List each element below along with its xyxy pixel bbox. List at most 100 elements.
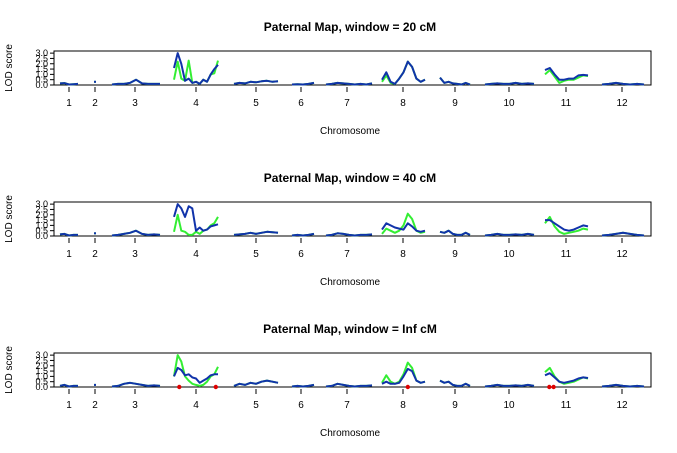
chromosome-label: 4 bbox=[193, 400, 199, 411]
chart-title: Paternal Map, window = 20 cM bbox=[264, 20, 436, 34]
lod-line-blue-chr9 bbox=[439, 229, 471, 236]
y-tick-label: 0.0 bbox=[35, 80, 48, 90]
lod-line-green-chr11 bbox=[544, 69, 589, 84]
lod-line-blue-chr4 bbox=[173, 52, 219, 85]
chromosome-label: 8 bbox=[400, 400, 406, 411]
lod-line-blue-chr10 bbox=[484, 383, 535, 388]
y-tick-label: 0.0 bbox=[35, 231, 48, 241]
chromosome-label: 6 bbox=[298, 400, 304, 411]
lod-line-blue-chr4 bbox=[173, 203, 219, 232]
chromosome-label: 8 bbox=[400, 249, 406, 260]
y-tick-label: 1.0 bbox=[35, 220, 48, 230]
peak-marker-chr4 bbox=[177, 384, 182, 390]
y-tick-label: 3.0 bbox=[35, 350, 48, 360]
y-tick-label: 1.0 bbox=[35, 69, 48, 79]
lod-line-blue-chr3 bbox=[111, 229, 161, 237]
chromosome-label: 3 bbox=[132, 249, 138, 260]
x-axis-label: Chromosome bbox=[320, 428, 380, 439]
y-tick-label: 2.5 bbox=[35, 204, 48, 214]
lod-line-blue-chr12 bbox=[601, 81, 645, 86]
lod-line-blue-chr10 bbox=[484, 81, 535, 86]
y-tick-label: 2.0 bbox=[35, 59, 48, 69]
peak-marker-chr4 bbox=[213, 384, 218, 390]
chromosome-label: 2 bbox=[92, 98, 98, 109]
chromosome-label: 8 bbox=[400, 98, 406, 109]
chromosome-label: 6 bbox=[298, 249, 304, 260]
chromosome-label: 12 bbox=[616, 98, 628, 109]
chromosome-label: 4 bbox=[193, 249, 199, 260]
lod-line-blue-chr8 bbox=[381, 222, 426, 233]
lod-line-blue-chr6 bbox=[291, 81, 315, 86]
chromosome-label: 1 bbox=[66, 98, 72, 109]
peak-marker-chr8 bbox=[405, 384, 410, 390]
lod-line-blue-chr7 bbox=[325, 232, 373, 237]
lod-line-blue-chr4 bbox=[173, 366, 218, 384]
chromosome-label: 10 bbox=[503, 98, 515, 109]
x-axis-label: Chromosome bbox=[320, 126, 380, 137]
chromosome-label: 6 bbox=[298, 98, 304, 109]
lod-line-blue-chr12 bbox=[601, 231, 645, 237]
chromosome-label: 7 bbox=[344, 400, 350, 411]
lod-line-blue-chr5 bbox=[233, 230, 279, 236]
y-tick-label: 2.0 bbox=[35, 210, 48, 220]
y-tick-label: 0.5 bbox=[35, 75, 48, 85]
y-axis-label: LOD score bbox=[4, 44, 15, 92]
y-tick-label: 2.5 bbox=[35, 53, 48, 63]
chromosome-label: 11 bbox=[561, 400, 572, 411]
lod-line-blue-chr12 bbox=[601, 383, 645, 388]
chromosome-label: 7 bbox=[344, 98, 350, 109]
lod-line-blue-chr3 bbox=[111, 381, 161, 388]
chromosome-label: 12 bbox=[616, 249, 628, 260]
y-tick-label: 2.5 bbox=[35, 355, 48, 365]
y-tick-label: 3.0 bbox=[35, 48, 48, 58]
chromosome-label: 10 bbox=[503, 249, 515, 260]
peak-marker-chr11 bbox=[551, 384, 556, 390]
plot-frame bbox=[53, 201, 652, 237]
chromosome-label: 9 bbox=[452, 98, 458, 109]
lod-line-blue-chr6 bbox=[291, 383, 315, 388]
y-tick-label: 0.5 bbox=[35, 226, 48, 236]
chromosome-label: 9 bbox=[452, 400, 458, 411]
lod-line-blue-chr1 bbox=[59, 383, 78, 388]
lod-line-blue-chr8 bbox=[381, 60, 426, 85]
y-axis-label: LOD score bbox=[4, 346, 15, 394]
y-tick-label: 3.0 bbox=[35, 199, 48, 209]
y-tick-label: 2.0 bbox=[35, 361, 48, 371]
chromosome-label: 5 bbox=[253, 249, 259, 260]
chromosome-label: 11 bbox=[561, 98, 572, 109]
y-tick-label: 1.5 bbox=[35, 215, 48, 225]
lod-line-blue-chr9 bbox=[439, 76, 471, 86]
lod-line-blue-chr7 bbox=[325, 81, 373, 86]
lod-line-blue-chr7 bbox=[325, 382, 373, 388]
chart-title: Paternal Map, window = 40 cM bbox=[264, 171, 436, 185]
lod-line-blue-chr11 bbox=[544, 67, 589, 81]
lod-line-blue-chr10 bbox=[484, 232, 535, 237]
chromosome-label: 1 bbox=[66, 400, 72, 411]
chromosome-label: 2 bbox=[92, 400, 98, 411]
y-tick-label: 1.5 bbox=[35, 64, 48, 74]
lod-line-blue-chr1 bbox=[59, 232, 78, 237]
chromosome-label: 1 bbox=[66, 249, 72, 260]
chromosome-label: 10 bbox=[503, 400, 515, 411]
lod-line-blue-chr6 bbox=[291, 232, 315, 237]
lod-line-blue-chr11 bbox=[544, 372, 589, 384]
chromosome-label: 2 bbox=[92, 249, 98, 260]
lod-line-blue-chr8 bbox=[381, 367, 426, 385]
y-axis-label: LOD score bbox=[4, 195, 15, 243]
chromosome-label: 3 bbox=[132, 400, 138, 411]
chromosome-label: 12 bbox=[616, 400, 628, 411]
y-tick-label: 1.5 bbox=[35, 366, 48, 376]
lod-line-blue-chr9 bbox=[439, 379, 471, 387]
peak-marker-chr11 bbox=[547, 384, 552, 390]
lod-line-blue-chr11 bbox=[545, 219, 589, 232]
y-tick-label: 1.0 bbox=[35, 371, 48, 381]
x-axis-label: Chromosome bbox=[320, 277, 380, 288]
y-tick-label: 0.5 bbox=[35, 377, 48, 387]
lod-line-blue-chr5 bbox=[233, 379, 279, 387]
chromosome-label: 4 bbox=[193, 98, 199, 109]
chart-title: Paternal Map, window = Inf cM bbox=[263, 322, 437, 336]
chromosome-label: 5 bbox=[253, 98, 259, 109]
lod-line-blue-chr5 bbox=[233, 79, 279, 85]
y-tick-label: 0.0 bbox=[35, 382, 48, 392]
